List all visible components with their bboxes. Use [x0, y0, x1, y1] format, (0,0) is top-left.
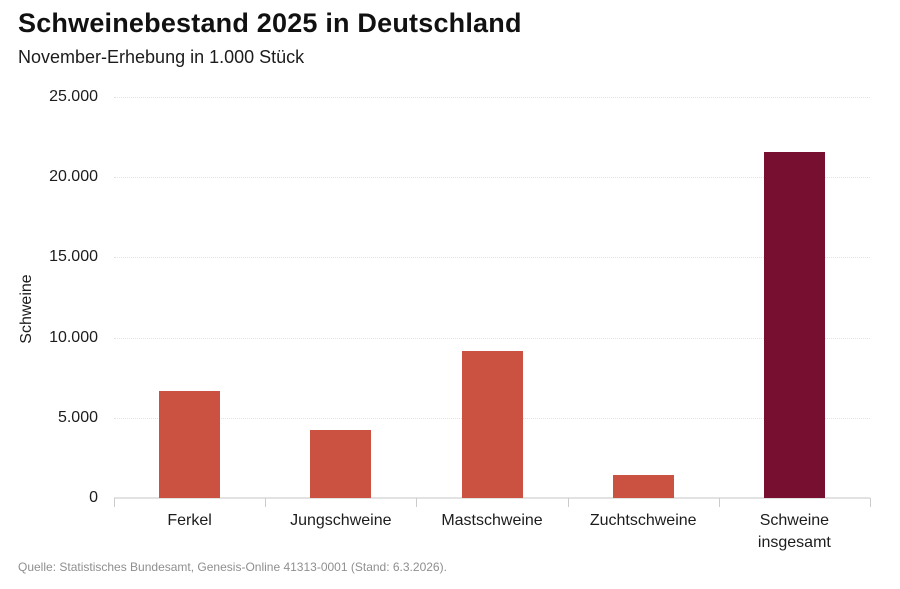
- source-note: Quelle: Statistisches Bundesamt, Genesis…: [18, 560, 447, 574]
- x-axis-tick: [870, 498, 871, 507]
- bar-jungschweine: [310, 430, 372, 498]
- category-label-zuchtschweine: Zuchtschweine: [589, 512, 697, 529]
- y-tick-label: 5.000: [57, 408, 98, 426]
- y-tick-label: 20.000: [49, 168, 98, 186]
- gridline: [114, 177, 870, 179]
- x-axis-tick: [718, 498, 720, 507]
- category-label-jungschweine: Jungschweine: [290, 512, 392, 529]
- bar-schweine-insgesamt: [763, 152, 825, 498]
- x-axis-line: [114, 497, 870, 499]
- chart-title: Schweinebestand 2025 in Deutschland: [18, 8, 522, 38]
- bar-mastschweine: [461, 350, 523, 498]
- y-tick-label: 25.000: [49, 88, 98, 105]
- x-axis-tick: [265, 498, 267, 507]
- x-axis-tick: [567, 498, 569, 507]
- gridline: [114, 257, 870, 259]
- y-tick-label: 10.000: [49, 328, 98, 346]
- gridline: [114, 337, 870, 339]
- y-tick-label: 15.000: [49, 248, 98, 266]
- category-label-ferkel: Ferkel: [167, 512, 212, 529]
- chart-subtitle: November-Erhebung in 1.000 Stück: [18, 47, 305, 67]
- bar-ferkel: [159, 391, 221, 498]
- gridline: [114, 97, 870, 98]
- x-axis-tick: [416, 498, 418, 507]
- category-label-mastschweine: Mastschweine: [441, 512, 543, 529]
- category-label-schweine-insgesamt: Schweine insgesamt: [757, 512, 831, 552]
- bar-zuchtschweine: [612, 474, 674, 498]
- x-axis-tick: [114, 498, 115, 507]
- y-tick-label: 0: [89, 489, 98, 506]
